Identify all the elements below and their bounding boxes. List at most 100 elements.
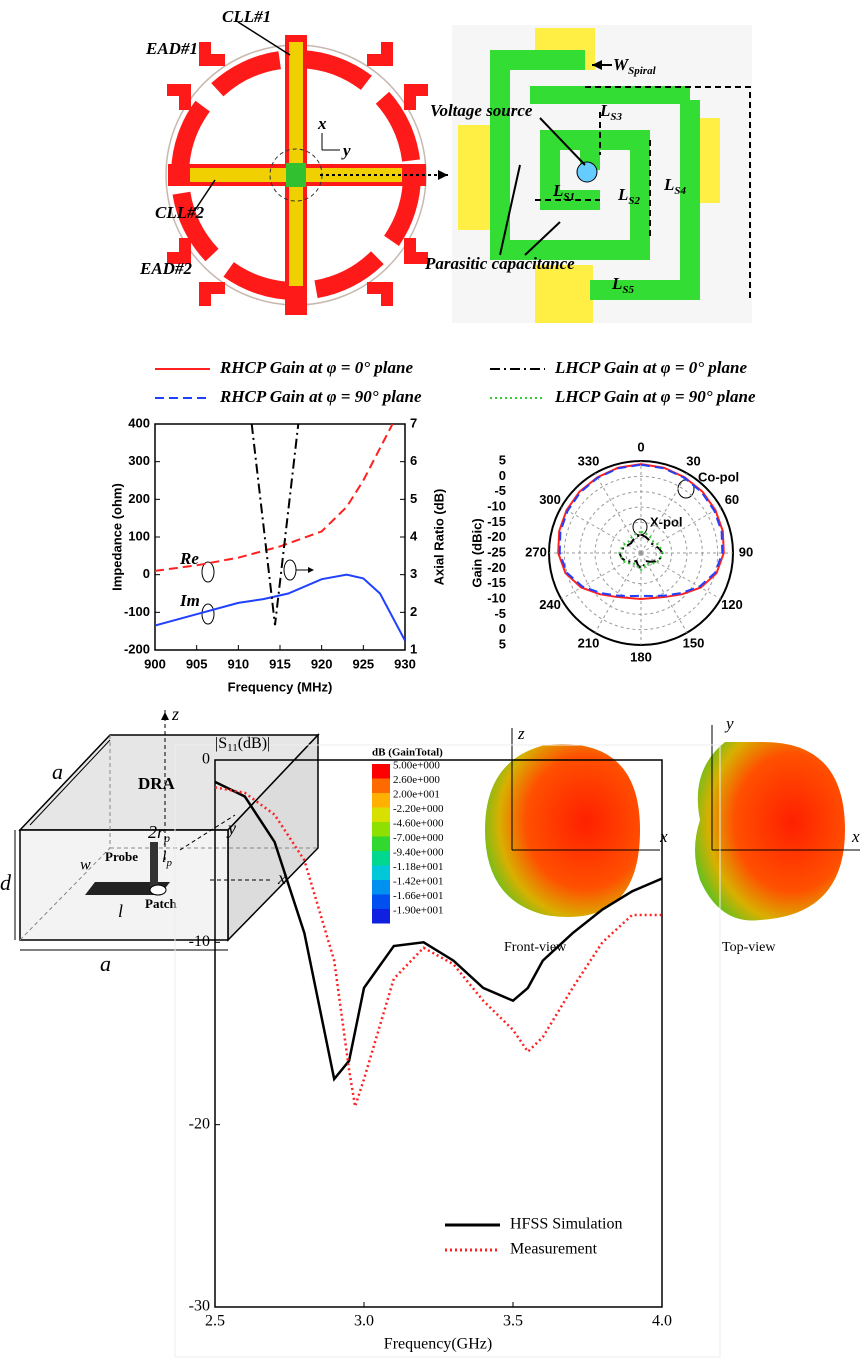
y-tick-label: -200: [124, 641, 150, 656]
line-shape: [194, 179, 216, 211]
y2-tick-label: 7: [410, 415, 417, 430]
label: LS4: [663, 175, 687, 197]
axis-label: y: [341, 141, 351, 160]
grid-ring: [563, 475, 719, 631]
label: WSpiral: [613, 55, 657, 77]
theta-tick-label: 90: [739, 544, 753, 559]
rect-shape: [286, 163, 306, 187]
y-tick-label: 200: [128, 491, 150, 506]
label-base: L: [552, 181, 563, 200]
label-sub: p: [163, 831, 170, 845]
label: Parasitic capacitance: [424, 254, 575, 273]
legend-label: Measurement: [510, 1241, 598, 1258]
colorbar-label: 5.00e+000: [393, 760, 440, 772]
colorbar-swatch: [372, 894, 390, 909]
colorbar-label: -1.90e+001: [393, 905, 444, 917]
colorbar-label: -4.60e+000: [393, 818, 444, 830]
colorbar-swatch: [372, 909, 390, 924]
y-tick-label: 300: [128, 453, 150, 468]
dimension: w: [80, 857, 91, 874]
series-line: [618, 533, 664, 570]
series-line: [215, 786, 662, 1107]
r-tick-label: -5: [494, 483, 506, 498]
colorbar-title: dB (GainTotal): [372, 747, 443, 759]
ellipse-shape: [201, 561, 215, 583]
label: Voltage source: [430, 101, 533, 120]
label-tail: (dB)|: [238, 735, 271, 752]
colorbar-swatch: [372, 851, 390, 866]
y-tick-label: -100: [124, 604, 150, 619]
r-tick-label: -10: [487, 590, 506, 605]
axis-label: z: [517, 724, 525, 743]
line-shape: [19, 847, 111, 941]
line-shape: [179, 814, 236, 851]
r-tick-label: -10: [487, 498, 506, 513]
dimension: a: [52, 759, 63, 784]
series-line: [155, 424, 394, 572]
theta-tick-label: 120: [721, 597, 743, 612]
colorbar-swatch: [372, 865, 390, 880]
x-tick-label: 925: [352, 656, 374, 671]
r-tick-label: -5: [494, 606, 506, 621]
label-sub: S5: [622, 284, 634, 296]
r-tick-label: -15: [487, 575, 506, 590]
colorbar-swatch: [372, 764, 390, 779]
colorbar-swatch: [372, 793, 390, 808]
label: LS1: [552, 181, 575, 203]
legend-label: RHCP Gain at φ = 90° plane: [219, 387, 422, 406]
x-tick-label: 4.0: [652, 1313, 672, 1330]
label-base: L: [599, 101, 610, 120]
r-tick-label: -20: [487, 560, 506, 575]
spiral-diagram: WSpiral Voltage source LS3 LS1 LS2 LS4 P…: [424, 25, 752, 323]
series-line: [557, 463, 725, 601]
y-tick-label: -20: [189, 1115, 210, 1132]
polar-annotations: Co-pol X-pol: [632, 469, 739, 536]
axis-label: x: [317, 114, 327, 133]
label-base: |S: [215, 735, 227, 752]
theta-tick-label: 30: [686, 454, 700, 469]
dimension: lp: [162, 849, 172, 869]
x-tick-label: 920: [311, 656, 333, 671]
label-sub: S1: [563, 191, 575, 203]
axis-label: x: [851, 827, 860, 846]
colorbar-label: 2.00e+001: [393, 789, 440, 801]
x-tick-label: 910: [227, 656, 249, 671]
y-tick-label: 400: [128, 415, 150, 430]
caption: Top-view: [722, 940, 776, 955]
x-tick-label: 905: [186, 656, 208, 671]
axis-label: y: [724, 714, 734, 733]
label-base: l: [162, 849, 167, 866]
colorbar-label: -7.00e+000: [393, 832, 444, 844]
colorbar-swatch: [372, 836, 390, 851]
dimension: l: [118, 901, 123, 921]
label-sub: Spiral: [628, 65, 656, 77]
ellipse-shape: [201, 603, 215, 625]
axis-label: z: [171, 704, 179, 724]
label-base: 2r: [148, 822, 165, 842]
path-shape: [438, 170, 448, 180]
label-sub: S2: [628, 195, 640, 207]
label-base: W: [613, 55, 630, 74]
legend-label: LHCP Gain at φ = 90° plane: [554, 387, 756, 406]
path-shape: [535, 86, 751, 300]
r-tick-label: 5: [499, 452, 506, 467]
x-tick-label: 3.0: [354, 1313, 374, 1330]
r-tick-label: -20: [487, 529, 506, 544]
label-base: L: [663, 175, 674, 194]
pattern-plot: dB (GainTotal) z x Front-view y x Top-vi…: [372, 714, 860, 955]
label: EAD#1: [145, 39, 198, 58]
theta-tick-label: 300: [539, 492, 561, 507]
x-tick-label: 900: [144, 656, 166, 671]
antenna-diagram: CLL#1 EAD#1 CLL#2 EAD#2 x y: [139, 7, 448, 315]
line-shape: [539, 117, 586, 166]
legend-label: HFSS Simulation: [510, 1216, 622, 1233]
y2-tick-label: 2: [410, 604, 417, 619]
y2-tick-label: 5: [410, 491, 417, 506]
ellipse-shape: [632, 518, 648, 536]
r-tick-label: -25: [487, 544, 506, 559]
y-axis-label: Impedance (ohm): [109, 483, 124, 591]
r-tick-label: 5: [499, 636, 506, 651]
path-shape: [167, 42, 428, 306]
colorbar-swatch: [372, 807, 390, 822]
y-tick-label: 0: [143, 566, 150, 581]
